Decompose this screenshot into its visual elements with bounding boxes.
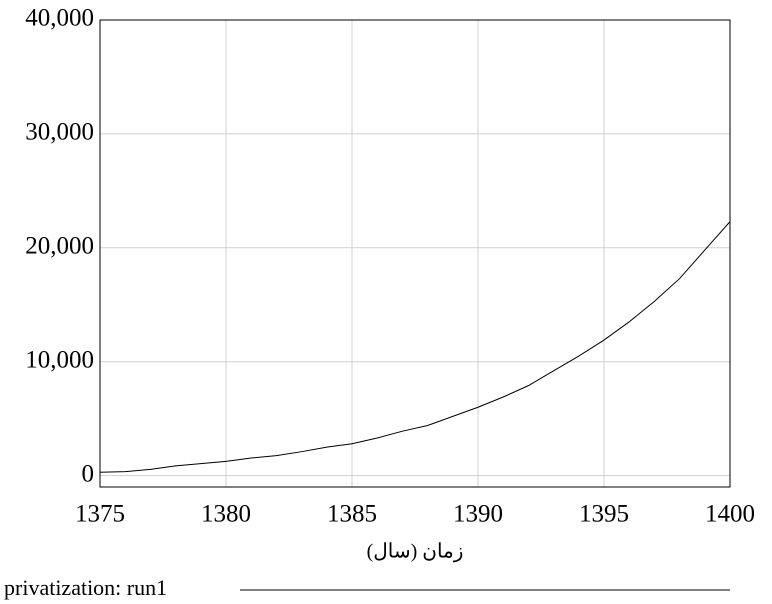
x-axis-label: زمان (سال) — [367, 541, 464, 563]
y-tick-label: 40,000 — [25, 5, 94, 32]
x-tick-label: 1400 — [705, 501, 755, 528]
x-tick-label: 1385 — [327, 501, 377, 528]
plot-frame — [99, 19, 731, 488]
legend-label: privatization: run1 — [4, 575, 167, 600]
x-tick-label: 1395 — [579, 501, 629, 528]
x-tick-label: 1380 — [201, 501, 251, 528]
x-tick-label: 1375 — [75, 501, 125, 528]
x-tick-label: 1390 — [453, 501, 503, 528]
y-tick-label: 20,000 — [25, 233, 94, 260]
y-tick-label: 10,000 — [25, 346, 94, 373]
data-line — [99, 221, 731, 473]
y-tick-label: 0 — [82, 460, 95, 487]
y-tick-label: 30,000 — [25, 119, 94, 146]
